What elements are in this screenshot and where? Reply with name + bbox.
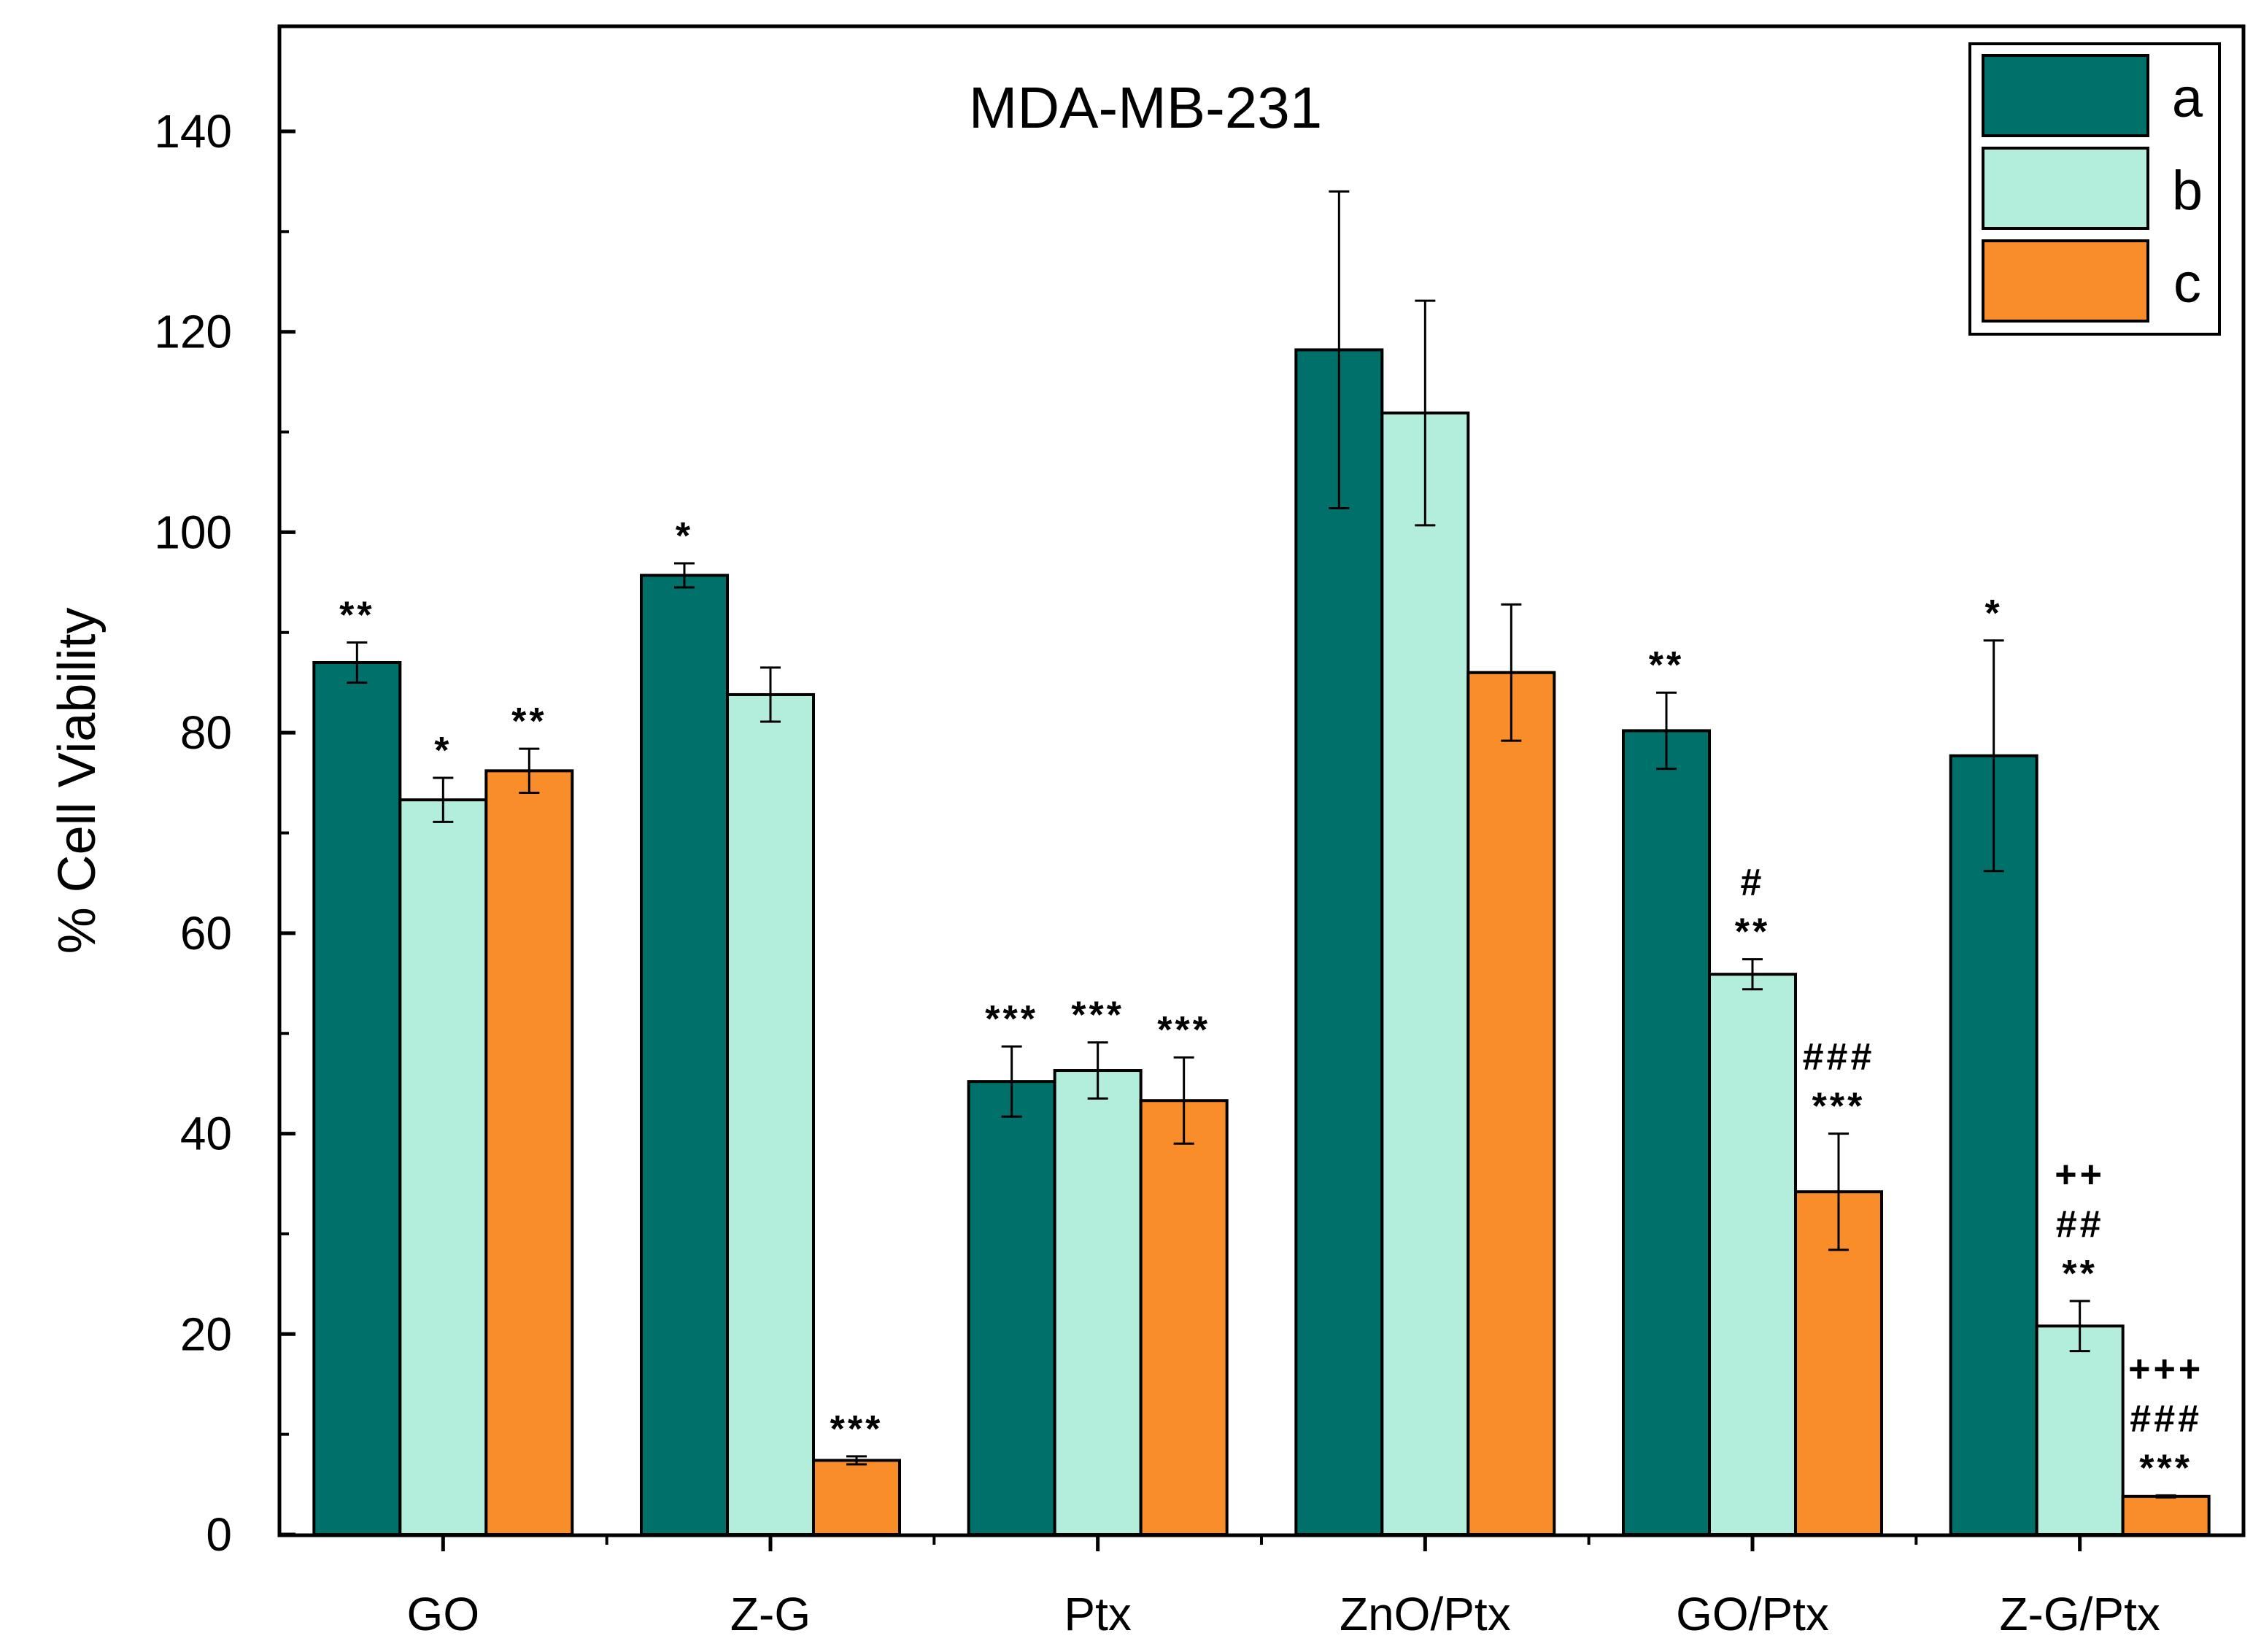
- bar-a: [1622, 729, 1711, 1536]
- significance-annotation: ###: [1803, 1036, 1875, 1078]
- y-tick-label: 60: [180, 907, 232, 960]
- significance-annotation: **: [2062, 1253, 2097, 1295]
- bar-series-group: *************#**++##**********###***+++#…: [312, 190, 2211, 1537]
- bar-a: [312, 660, 402, 1537]
- y-tick-label: 80: [180, 706, 232, 759]
- x-tick-label: Ptx: [1064, 1588, 1131, 1640]
- significance-annotation: ###: [2130, 1397, 2202, 1440]
- significance-annotation: **: [1649, 644, 1684, 687]
- legend: abc: [1968, 42, 2221, 336]
- x-tick-label: Z-G: [730, 1588, 811, 1640]
- bar-a: [640, 574, 729, 1536]
- legend-swatch-b: [1982, 147, 2149, 230]
- bar-a: [1294, 348, 1384, 1536]
- bar-b: [726, 692, 815, 1536]
- bar-a: [1949, 754, 2038, 1536]
- significance-annotation: ***: [1812, 1086, 1866, 1128]
- bar-c: [484, 769, 574, 1536]
- legend-label: b: [2172, 160, 2203, 222]
- legend-swatch-a: [1982, 54, 2149, 137]
- significance-annotation: ##: [2056, 1203, 2104, 1246]
- significance-annotation: **: [339, 595, 374, 637]
- significance-annotation: ***: [2139, 1447, 2192, 1489]
- legend-label: c: [2173, 252, 2201, 314]
- significance-annotation: ***: [830, 1408, 884, 1451]
- y-tick-label: 20: [180, 1308, 232, 1360]
- legend-swatch-c: [1982, 239, 2149, 323]
- y-tick-label: 120: [154, 306, 232, 358]
- bar-a: [967, 1080, 1056, 1537]
- y-axis-label: % Cell Viability: [48, 608, 107, 954]
- bar-c: [1139, 1099, 1229, 1536]
- plot-frame: [277, 24, 2246, 1537]
- significance-annotation: **: [511, 700, 546, 743]
- y-axis: 0 20 40 60 80 100 120 140: [154, 105, 295, 1561]
- significance-annotation: +++: [2128, 1348, 2203, 1390]
- significance-annotation: #: [1741, 862, 1765, 904]
- y-tick-label: 0: [206, 1508, 232, 1561]
- significance-annotation: *: [676, 515, 693, 557]
- significance-annotation: ***: [1071, 995, 1124, 1037]
- x-axis: GO Z-G Ptx ZnO/Ptx GO/Ptx Z-G/Ptx: [407, 1535, 2160, 1640]
- x-tick-label: Z-G/Ptx: [1999, 1588, 2160, 1640]
- bar-c: [1466, 671, 1556, 1537]
- bar-b: [2035, 1324, 2125, 1536]
- significance-annotation: *: [434, 730, 452, 772]
- significance-annotation: *: [1985, 593, 2003, 635]
- y-tick-label: 40: [180, 1108, 232, 1160]
- bar-b: [398, 798, 488, 1536]
- x-tick-label: GO: [407, 1588, 480, 1640]
- significance-annotation: ***: [985, 998, 1038, 1041]
- bar-c: [2121, 1494, 2211, 1536]
- chart-title: MDA-MB-231: [969, 75, 1323, 140]
- y-tick-label: 140: [154, 105, 232, 158]
- bar-c: [812, 1459, 901, 1536]
- x-tick-label: GO/Ptx: [1676, 1588, 1829, 1640]
- bar-b: [1053, 1069, 1143, 1536]
- significance-annotation: ***: [1157, 1009, 1210, 1051]
- y-tick-label: 100: [154, 506, 232, 558]
- bar-b: [1708, 973, 1797, 1536]
- x-tick-label: ZnO/Ptx: [1340, 1588, 1511, 1640]
- significance-annotation: ++: [2055, 1154, 2105, 1196]
- legend-label: a: [2172, 67, 2203, 129]
- significance-annotation: **: [1735, 911, 1770, 954]
- bar-b: [1380, 411, 1470, 1537]
